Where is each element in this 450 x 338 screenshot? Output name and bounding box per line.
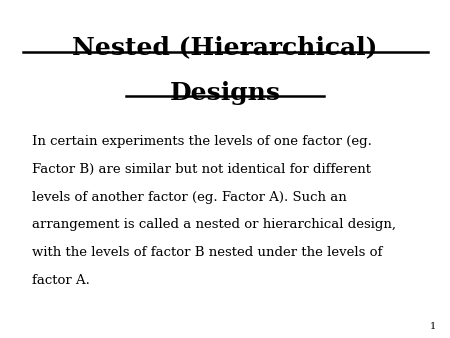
- Text: 1: 1: [430, 322, 436, 331]
- Text: with the levels of factor B nested under the levels of: with the levels of factor B nested under…: [32, 246, 382, 259]
- Text: In certain experiments the levels of one factor (eg.: In certain experiments the levels of one…: [32, 135, 371, 148]
- Text: levels of another factor (eg. Factor A). Such an: levels of another factor (eg. Factor A).…: [32, 191, 346, 203]
- Text: Designs: Designs: [170, 81, 280, 105]
- Text: arrangement is called a nested or hierarchical design,: arrangement is called a nested or hierar…: [32, 218, 396, 231]
- Text: factor A.: factor A.: [32, 274, 90, 287]
- Text: Nested (Hierarchical): Nested (Hierarchical): [72, 35, 378, 59]
- Text: Factor B) are similar but not identical for different: Factor B) are similar but not identical …: [32, 163, 370, 176]
